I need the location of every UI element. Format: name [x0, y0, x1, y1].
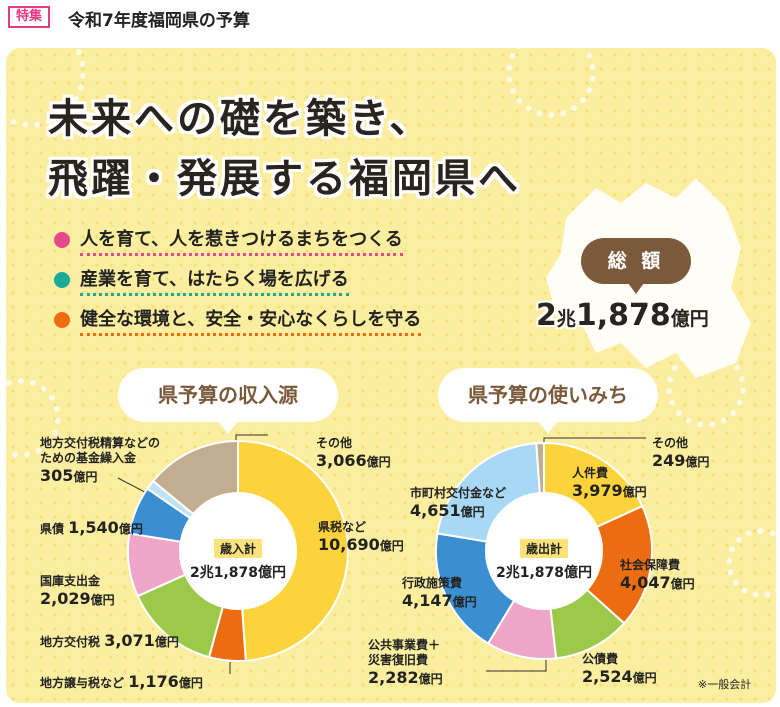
- revenue-slice-1: [237, 439, 349, 662]
- flower-decoration: [506, 48, 596, 118]
- policy-pillar: 人を育て、人を惹きつけるまちをつくる: [54, 226, 403, 256]
- feature-tag: 特集: [8, 6, 51, 28]
- revenue-label-bond: 県債 1,540億円: [40, 518, 143, 537]
- revenue-label-treasury: 国庫支出金 2,029億円: [40, 574, 115, 608]
- expenditure-label-municipal: 市町村交付金など 4,651億円: [410, 486, 507, 520]
- policy-pillar: 健全な環境と、安全・安心なくらしを守る: [54, 306, 422, 336]
- teal-bullet-icon: [54, 272, 70, 288]
- expenditure-donut-chart: [435, 441, 653, 660]
- orange-bullet-icon: [54, 312, 70, 328]
- pink-bullet-icon: [54, 232, 70, 248]
- revenue-label-other: その他 3,066億円: [316, 436, 391, 470]
- policy-pillar: 産業を育て、はたらく場を広げる: [54, 266, 349, 296]
- expenditure-bubble: 県予算の使いみち: [438, 368, 658, 434]
- expenditure-label-personnel: 人件費 3,979億円: [572, 466, 647, 500]
- page-header: 特集 令和7年度福岡県の予算: [0, 0, 780, 44]
- expenditure-label-public: 公共事業費＋ 災害復旧費 2,282億円: [368, 638, 443, 687]
- flower-decoration: [6, 48, 86, 128]
- flower-decoration: [726, 528, 776, 598]
- expenditure-label-social: 社会保障費 4,047億円: [620, 558, 695, 592]
- revenue-label-grant: 地方交付税 3,071億円: [40, 631, 179, 650]
- headline-line2: 飛躍・発展する福岡県へ: [48, 156, 521, 202]
- revenue-bubble: 県予算の収入源: [118, 368, 338, 434]
- revenue-donut-chart: [127, 439, 349, 662]
- expenditure-slice-7: [535, 441, 545, 495]
- revenue-label-fund: 地方交付税精算などの ための基金繰入金 305億円: [40, 436, 161, 485]
- revenue-slice-7: [151, 439, 239, 516]
- expenditure-label-other: その他 249億円: [652, 436, 710, 470]
- general-account-note: ※一般会計: [698, 678, 752, 691]
- page-title: 令和7年度福岡県の予算: [68, 11, 250, 31]
- revenue-label-transfer: 地方譲与税など 1,176億円: [40, 672, 203, 691]
- flower-decoration: [6, 378, 61, 458]
- total-badge: 総 額: [581, 238, 691, 294]
- headline-line1: 未来への礎を築き、: [48, 96, 433, 142]
- revenue-center-label: 歳入計 2兆1,878億円: [178, 538, 298, 582]
- revenue-label-tax: 県税など 10,690億円: [318, 520, 404, 554]
- budget-panel: 未来への礎を築き、 飛躍・発展する福岡県へ 人を育て、人を惹きつけるまちをつくる…: [6, 48, 776, 703]
- expenditure-label-debt: 公債費 2,524億円: [582, 652, 657, 686]
- expenditure-label-admin: 行政施策費 4,147億円: [402, 576, 477, 610]
- total-amount: 2兆1,878億円: [536, 298, 709, 333]
- expenditure-center-label: 歳出計 2兆1,878億円: [484, 538, 604, 582]
